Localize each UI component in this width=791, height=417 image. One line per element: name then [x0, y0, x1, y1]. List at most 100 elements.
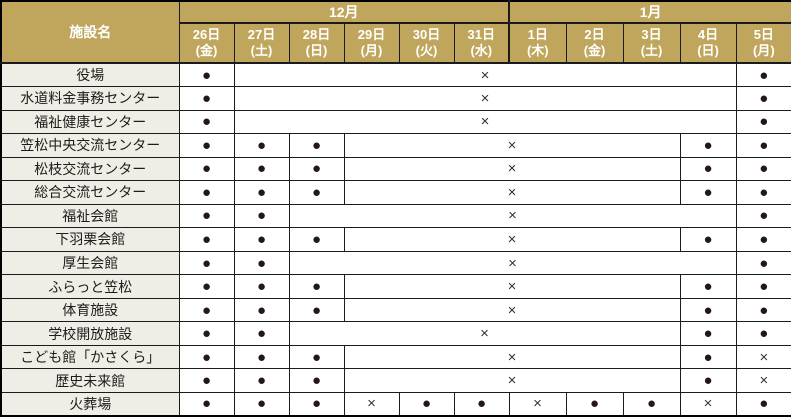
facility-column-header: 施設名	[0, 0, 180, 64]
open-mark-cell: ●	[233, 297, 290, 323]
open-mark-cell: ●	[178, 250, 235, 276]
facility-name: 福祉会館	[0, 203, 180, 229]
date-day: 30日	[412, 27, 441, 43]
open-mark-cell: ●	[735, 109, 791, 135]
table-row: 水道料金事務センター ● × ●	[0, 86, 791, 111]
open-mark-cell: ●	[233, 391, 290, 417]
closed-mark-cell: ×	[508, 391, 567, 417]
facility-name: 厚生会館	[0, 250, 180, 276]
facility-name: 松枝交流センター	[0, 156, 180, 182]
open-mark-cell: ●	[233, 180, 290, 205]
facility-name: 総合交流センター	[0, 180, 180, 205]
table-row: 体育施設 ● ● ● × ● ●	[0, 297, 791, 323]
date-day: 27日	[247, 27, 276, 43]
date-weekday: (日)	[305, 43, 328, 58]
open-mark-cell: ●	[233, 274, 290, 299]
date-weekday: (月)	[752, 43, 775, 58]
open-mark-cell: ●	[178, 368, 235, 393]
date-day: 4日	[697, 27, 719, 43]
table-row: 笠松中央交流センター ● ● ● × ● ●	[0, 133, 791, 158]
closed-mark-cell: ×	[233, 86, 737, 111]
open-mark-cell: ●	[735, 156, 791, 182]
date-weekday: (火)	[415, 43, 438, 58]
closed-mark-cell: ×	[679, 391, 737, 417]
table-row: 厚生会館 ● ● × ●	[0, 250, 791, 276]
closed-mark-cell: ×	[343, 227, 681, 252]
open-mark-cell: ●	[178, 297, 235, 323]
open-mark-cell: ●	[679, 297, 737, 323]
open-mark-cell: ●	[453, 391, 510, 417]
open-mark-cell: ●	[233, 227, 290, 252]
closed-mark-cell: ×	[288, 250, 737, 276]
date-header: 31日 (水)	[453, 22, 510, 64]
date-day: 1日	[527, 27, 548, 43]
date-header: 1日 (木)	[508, 22, 567, 64]
open-mark-cell: ●	[679, 227, 737, 252]
open-mark-cell: ●	[735, 133, 791, 158]
open-mark-cell: ●	[233, 133, 290, 158]
closed-mark-cell: ×	[343, 344, 681, 370]
closed-mark-cell: ×	[735, 344, 791, 370]
date-weekday: (金)	[195, 43, 218, 58]
date-day: 5日	[753, 27, 774, 43]
date-header: 5日 (月)	[735, 22, 791, 64]
date-header: 28日 (日)	[288, 22, 345, 64]
open-mark-cell: ●	[679, 180, 737, 205]
table-row: 役場 ● × ●	[0, 62, 791, 88]
facility-name: ふらっと笠松	[0, 274, 180, 299]
table-row: 学校開放施設 ● ● × ● ●	[0, 321, 791, 346]
facility-name: 体育施設	[0, 297, 180, 323]
closed-mark-cell: ×	[735, 368, 791, 393]
date-day: 2日	[584, 27, 605, 43]
open-mark-cell: ●	[735, 180, 791, 205]
closed-mark-cell: ×	[343, 368, 681, 393]
date-day: 26日	[192, 27, 221, 43]
open-mark-cell: ●	[178, 344, 235, 370]
date-weekday: (日)	[697, 43, 719, 58]
month-header-row: 施設名 12月 1月	[0, 0, 791, 64]
date-header: 4日 (日)	[679, 22, 737, 64]
facility-name: 歴史未来館	[0, 368, 180, 393]
open-mark-cell: ●	[233, 344, 290, 370]
date-header: 30日 (火)	[398, 22, 455, 64]
open-mark-cell: ●	[178, 203, 235, 229]
facility-name: 水道料金事務センター	[0, 86, 180, 111]
closed-mark-cell: ×	[343, 391, 400, 417]
open-mark-cell: ●	[288, 180, 345, 205]
open-mark-cell: ●	[288, 297, 345, 323]
table-row: 福祉健康センター ● × ●	[0, 109, 791, 135]
date-header: 29日 (月)	[343, 22, 400, 64]
closed-mark-cell: ×	[233, 62, 737, 88]
date-header: 3日 (土)	[622, 22, 681, 64]
table-row: 歴史未来館 ● ● ● × ● ×	[0, 368, 791, 393]
date-weekday: (水)	[470, 43, 493, 58]
table-header: 施設名 12月 1月 26日 (金) 27日 (土) 28日 (日) 29日 (月) 3…	[0, 0, 791, 64]
facility-name: 福祉健康センター	[0, 109, 180, 135]
open-mark-cell: ●	[288, 133, 345, 158]
open-mark-cell: ●	[178, 156, 235, 182]
open-mark-cell: ●	[288, 156, 345, 182]
facility-name: 笠松中央交流センター	[0, 133, 180, 158]
open-mark-cell: ●	[679, 368, 737, 393]
open-mark-cell: ●	[288, 391, 345, 417]
open-mark-cell: ●	[288, 274, 345, 299]
facility-name: こども館「かさくら」	[0, 344, 180, 370]
open-mark-cell: ●	[178, 321, 235, 346]
open-mark-cell: ●	[288, 227, 345, 252]
open-mark-cell: ●	[178, 391, 235, 417]
date-day: 28日	[302, 27, 331, 43]
table-row: 福祉会館 ● ● × ●	[0, 203, 791, 229]
open-mark-cell: ●	[622, 391, 681, 417]
open-mark-cell: ●	[178, 133, 235, 158]
facility-name: 役場	[0, 62, 180, 88]
schedule-body: 役場 ● × ● 水道料金事務センター ● × ● 福祉健康センター ● × ● 笠松中央交流センター ●…	[0, 62, 791, 417]
open-mark-cell: ●	[735, 321, 791, 346]
table-row: こども館「かさくら」 ● ● ● × ● ×	[0, 344, 791, 370]
open-mark-cell: ●	[735, 297, 791, 323]
open-mark-cell: ●	[178, 109, 235, 135]
date-weekday: (月)	[360, 43, 383, 58]
date-weekday: (土)	[640, 43, 663, 58]
facility-name: 火葬場	[0, 391, 180, 417]
open-mark-cell: ●	[233, 156, 290, 182]
